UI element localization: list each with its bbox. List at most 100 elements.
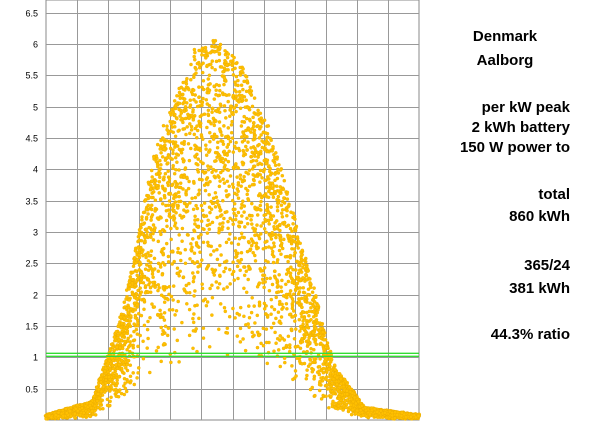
data-point — [144, 255, 148, 260]
data-point — [191, 179, 196, 184]
data-point — [258, 180, 262, 184]
data-point — [128, 324, 133, 329]
data-point — [230, 218, 235, 222]
data-point — [267, 245, 271, 249]
data-point — [213, 159, 217, 163]
data-point — [243, 134, 247, 139]
data-point — [294, 226, 298, 230]
data-point — [241, 131, 246, 135]
data-point — [205, 63, 209, 68]
data-point — [107, 359, 112, 363]
data-point — [304, 332, 309, 336]
data-point — [416, 414, 421, 418]
data-point — [298, 329, 302, 333]
data-point — [144, 215, 149, 220]
data-point — [176, 129, 180, 133]
data-point — [242, 265, 246, 269]
data-point — [297, 302, 302, 306]
data-point — [226, 136, 231, 141]
data-point — [217, 58, 222, 63]
data-point — [149, 168, 154, 173]
data-point — [246, 198, 251, 203]
data-point — [240, 235, 244, 239]
data-point — [311, 331, 315, 335]
data-point — [193, 126, 197, 131]
data-point — [225, 326, 230, 331]
data-point — [208, 130, 212, 135]
data-point — [206, 182, 210, 187]
data-point — [167, 199, 172, 203]
data-point — [160, 332, 165, 336]
data-point — [329, 394, 333, 399]
data-point — [296, 271, 301, 276]
data-point — [159, 163, 163, 167]
data-point — [342, 403, 346, 408]
data-point — [285, 268, 290, 272]
data-point — [146, 212, 150, 216]
data-point — [246, 322, 250, 326]
data-point — [181, 120, 185, 125]
data-point — [315, 333, 320, 337]
data-point — [196, 192, 200, 197]
data-point — [276, 167, 280, 172]
data-point — [217, 120, 222, 124]
data-point — [103, 381, 108, 385]
data-point — [235, 192, 239, 197]
data-point — [339, 382, 343, 386]
data-point — [179, 258, 183, 263]
data-point — [264, 230, 268, 235]
data-point — [117, 362, 121, 367]
data-point — [181, 187, 185, 191]
data-point — [292, 247, 297, 251]
data-point — [64, 407, 68, 411]
data-point — [368, 412, 372, 417]
data-point — [196, 170, 201, 174]
data-point — [181, 80, 185, 85]
data-point — [279, 285, 283, 289]
data-point — [192, 276, 196, 280]
data-point — [141, 232, 145, 236]
data-point — [206, 77, 211, 81]
data-point — [269, 312, 273, 316]
data-point — [200, 70, 205, 75]
data-point — [195, 260, 200, 264]
data-point — [96, 387, 101, 392]
scatter-chart: 0.5 1 1.5 2 2.5 3 3.5 4 4.5 5 5.5 6 6.5 — [25, 0, 421, 421]
data-point — [218, 179, 222, 183]
data-point — [317, 364, 322, 369]
data-point — [110, 356, 114, 360]
data-point — [192, 251, 197, 255]
data-point — [171, 130, 176, 135]
data-point — [125, 363, 129, 367]
data-point — [288, 274, 293, 278]
data-point — [252, 96, 257, 100]
data-point — [171, 148, 175, 152]
data-point — [178, 181, 183, 185]
data-point — [317, 388, 322, 393]
data-point — [346, 408, 351, 412]
data-point — [162, 147, 167, 151]
data-point — [231, 269, 236, 274]
data-point — [223, 309, 228, 314]
data-point — [295, 243, 299, 247]
data-point — [101, 385, 106, 389]
data-point — [250, 201, 254, 206]
data-point — [139, 313, 144, 318]
data-point — [162, 318, 167, 322]
data-point — [295, 281, 300, 286]
data-point — [247, 315, 252, 320]
data-point — [289, 237, 293, 242]
data-point — [300, 362, 304, 366]
data-point — [208, 148, 212, 152]
data-point — [211, 137, 216, 141]
data-point — [195, 146, 200, 150]
data-point — [182, 127, 187, 131]
data-point — [155, 142, 160, 147]
data-point — [177, 168, 181, 172]
data-point — [311, 309, 316, 314]
data-point — [283, 255, 288, 259]
data-point — [256, 113, 260, 117]
data-point — [188, 201, 192, 205]
data-point — [257, 281, 262, 285]
data-point — [295, 275, 299, 280]
